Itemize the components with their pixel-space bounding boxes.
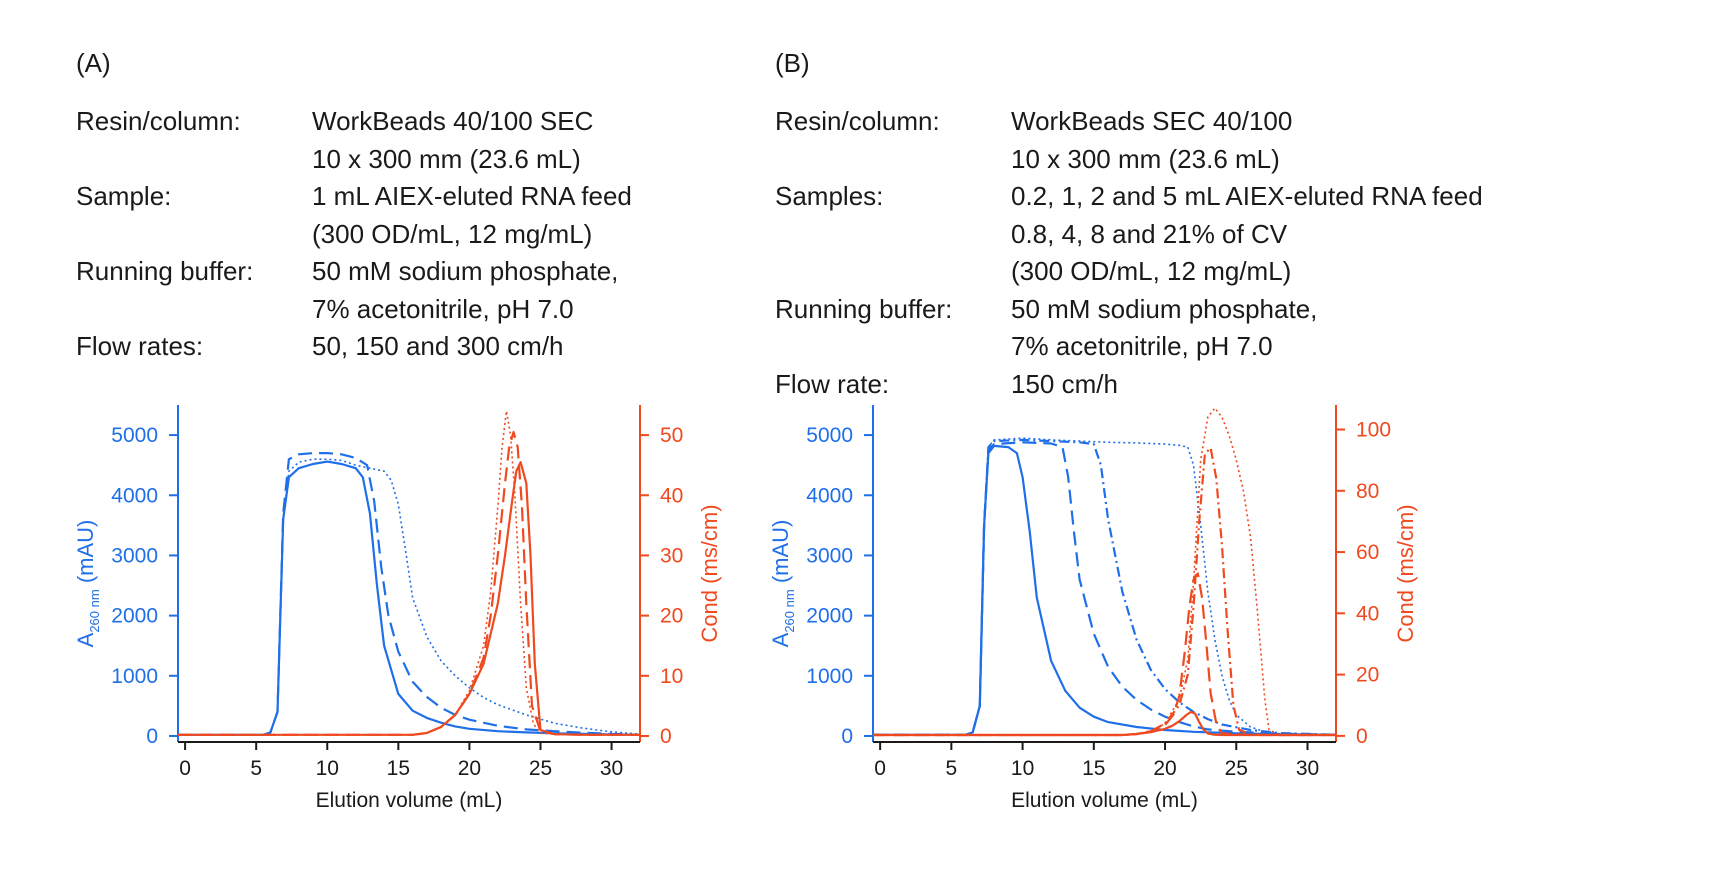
left-y-tick-label: 1000 xyxy=(111,665,158,688)
x-tick-label: 0 xyxy=(874,757,886,780)
chart-b: 0 5 10 15 20 25 30 0 1000 2000 3000 4000 5000 0 20 40 60… xyxy=(768,405,1418,812)
info-row: Resin/column: WorkBeads SEC 40/100 10 x 30… xyxy=(775,103,1483,178)
absorbance-series-solid xyxy=(178,460,641,736)
right-y-tick-label: 100 xyxy=(1356,419,1391,442)
info-value: WorkBeads SEC 40/100 xyxy=(1011,106,1293,136)
info-row: Flow rate: 150 cm/h xyxy=(775,366,1483,404)
info-value: 50 mM sodium phosphate, xyxy=(312,256,619,286)
right-y-tick-label: 50 xyxy=(660,424,683,447)
x-tick-label: 25 xyxy=(529,757,552,780)
info-value: (300 OD/mL, 12 mg/mL) xyxy=(1011,256,1292,286)
x-tick-label: 5 xyxy=(250,757,262,780)
info-key: Flow rate: xyxy=(775,368,890,399)
info-value: 7% acetonitrile, pH 7.0 xyxy=(1011,331,1273,361)
right-y-axis-label: Cond (ms/cm) xyxy=(697,504,722,642)
info-row: Running buffer: 50 mM sodium phosphate, 7%… xyxy=(775,291,1483,366)
x-tick-label: 10 xyxy=(1011,757,1034,780)
info-key: Sample: xyxy=(76,181,172,211)
panel-a-label: (A) xyxy=(76,48,111,78)
right-y-tick-label: 0 xyxy=(1356,725,1368,748)
absorbance-series-dashed xyxy=(873,441,1337,736)
x-tick-label: 20 xyxy=(1153,757,1176,780)
absorbance-series-dashed xyxy=(178,452,641,736)
conductivity-series-dashdot xyxy=(873,446,1336,737)
info-key: Samples: xyxy=(775,181,884,211)
info-row: Flow rates: 50, 150 and 300 cm/h xyxy=(76,328,632,366)
left-y-tick-label: 5000 xyxy=(806,424,853,447)
info-value: 1 mL AIEX-eluted RNA feed xyxy=(312,181,632,211)
info-row: Running buffer: 50 mM sodium phosphate, 7%… xyxy=(76,253,632,328)
x-axis-label: Elution volume (mL) xyxy=(316,789,503,812)
x-tick-label: 0 xyxy=(179,757,191,780)
x-axis-label: Elution volume (mL) xyxy=(1011,789,1198,812)
panel-a-info-table: Resin/column: WorkBeads 40/100 SEC 10 x 30… xyxy=(76,103,632,366)
panel-b-info-table: Resin/column: WorkBeads SEC 40/100 10 x 30… xyxy=(775,103,1483,403)
info-row: Sample: 1 mL AIEX-eluted RNA feed (300 OD/… xyxy=(76,178,632,253)
left-y-tick-label: 4000 xyxy=(111,484,158,507)
left-y-tick-label: 0 xyxy=(841,725,853,748)
x-tick-label: 15 xyxy=(387,757,410,780)
x-tick-label: 25 xyxy=(1225,757,1248,780)
info-key: Running buffer: xyxy=(775,293,953,324)
info-value: 150 cm/h xyxy=(1011,368,1118,399)
right-y-tick-label: 0 xyxy=(660,725,672,748)
right-y-tick-label: 10 xyxy=(660,665,683,688)
info-row: Resin/column: WorkBeads 40/100 SEC 10 x 30… xyxy=(76,103,632,178)
info-value: 50 mM sodium phosphate, xyxy=(1011,293,1318,324)
left-y-axis-label: A260 nm (mAU) xyxy=(73,520,102,648)
left-y-tick-label: 0 xyxy=(146,725,158,748)
right-y-tick-label: 80 xyxy=(1356,480,1379,503)
info-value: WorkBeads 40/100 SEC xyxy=(312,106,594,136)
info-key: Flow rates: xyxy=(76,331,204,361)
conductivity-series-dotted xyxy=(178,410,640,736)
info-key: Resin/column: xyxy=(76,106,241,136)
x-tick-label: 10 xyxy=(316,757,339,780)
left-y-axis-label: A260 nm (mAU) xyxy=(768,520,797,648)
x-tick-label: 20 xyxy=(458,757,481,780)
info-key: Running buffer: xyxy=(76,256,254,286)
conductivity-series-dashed xyxy=(873,572,1336,737)
right-y-tick-label: 20 xyxy=(660,605,683,628)
panel-b-label: (B) xyxy=(775,48,810,78)
info-value: 10 x 300 mm (23.6 mL) xyxy=(1011,143,1280,174)
left-y-tick-label: 5000 xyxy=(111,424,158,447)
absorbance-series-dotted xyxy=(873,437,1337,736)
x-tick-label: 30 xyxy=(1296,757,1319,780)
right-y-tick-label: 60 xyxy=(1356,541,1379,564)
info-value: 10 x 300 mm (23.6 mL) xyxy=(312,143,581,174)
left-y-tick-label: 2000 xyxy=(806,605,853,628)
absorbance-series-dashdot xyxy=(873,438,1337,736)
right-y-tick-label: 40 xyxy=(660,484,683,507)
info-value: 7% acetonitrile, pH 7.0 xyxy=(312,293,574,324)
right-y-tick-label: 20 xyxy=(1356,664,1379,687)
info-value: 0.8, 4, 8 and 21% of CV xyxy=(1011,218,1288,249)
left-y-tick-label: 4000 xyxy=(806,484,853,507)
conductivity-series-dashed xyxy=(178,431,640,736)
info-value: (300 OD/mL, 12 mg/mL) xyxy=(312,218,593,249)
right-y-axis-label: Cond (ms/cm) xyxy=(1393,504,1418,642)
x-tick-label: 5 xyxy=(946,757,958,780)
right-y-tick-label: 30 xyxy=(660,544,683,567)
right-y-tick-label: 40 xyxy=(1356,602,1379,625)
left-y-tick-label: 1000 xyxy=(806,665,853,688)
info-value: 50, 150 and 300 cm/h xyxy=(312,331,564,361)
left-y-tick-label: 2000 xyxy=(111,605,158,628)
x-tick-label: 15 xyxy=(1082,757,1105,780)
info-key: Resin/column: xyxy=(775,106,940,136)
x-tick-label: 30 xyxy=(600,757,623,780)
info-value: 0.2, 1, 2 and 5 mL AIEX-eluted RNA feed xyxy=(1011,181,1483,211)
info-row: Samples: 0.2, 1, 2 and 5 mL AIEX-eluted R… xyxy=(775,178,1483,291)
left-y-tick-label: 3000 xyxy=(806,544,853,567)
chart-a: 0 5 10 15 20 25 30 0 1000 2000 3000 4000 5000 0 10 20 30… xyxy=(73,405,722,812)
absorbance-series-dotted xyxy=(178,458,641,736)
conductivity-series-solid xyxy=(178,461,640,736)
left-y-tick-label: 3000 xyxy=(111,544,158,567)
conductivity-series-dotted xyxy=(873,407,1337,736)
